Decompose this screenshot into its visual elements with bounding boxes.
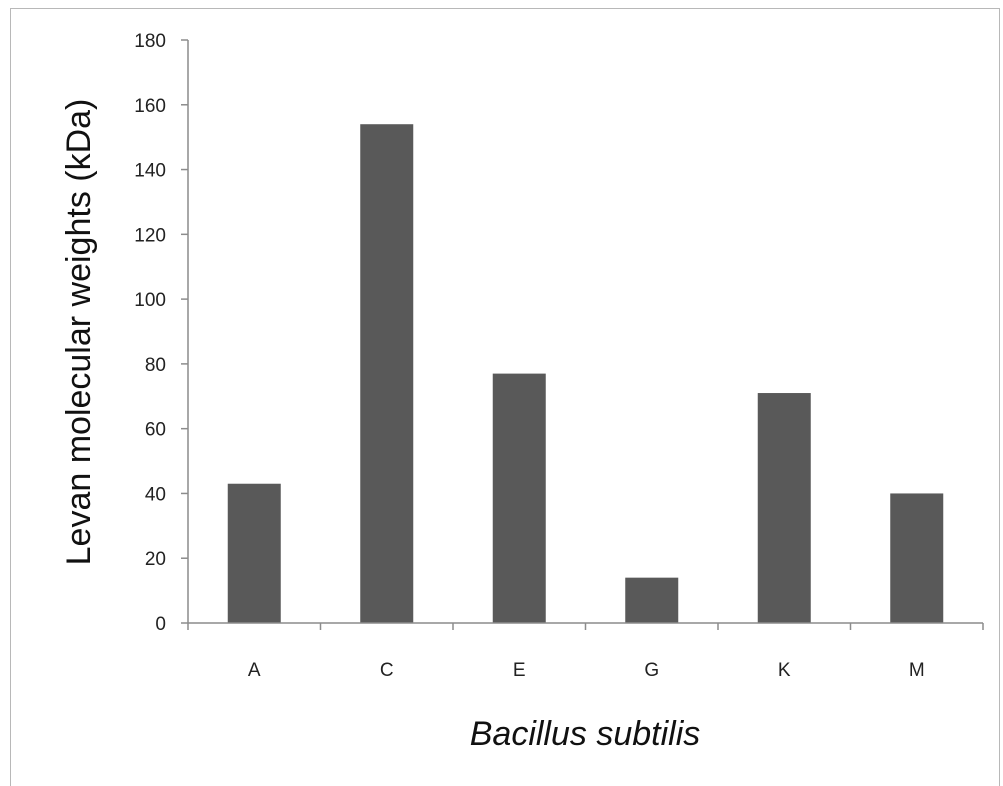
x-category-label: C xyxy=(380,660,394,681)
y-axis-title: Levan molecular weights (kDa) xyxy=(60,99,98,566)
x-axis-title: Bacillus subtilis xyxy=(470,715,701,753)
y-tick-label: 60 xyxy=(145,420,166,441)
x-category-label: G xyxy=(644,660,659,681)
y-tick-label: 20 xyxy=(145,549,166,570)
y-axis-tick-labels: 0 20 40 60 80 100 120 140 160 180 xyxy=(134,31,166,635)
bar-m xyxy=(890,493,944,623)
y-tick-label: 40 xyxy=(145,484,166,505)
bar-e xyxy=(492,373,546,623)
y-tick-label: 160 xyxy=(134,96,166,117)
x-category-label: M xyxy=(909,660,925,681)
bar-c xyxy=(360,124,414,623)
chart-frame xyxy=(10,8,1000,786)
y-tick-label: 140 xyxy=(134,161,166,182)
y-tick-label: 120 xyxy=(134,225,166,246)
y-tick-label: 80 xyxy=(145,355,166,376)
y-tick-label: 0 xyxy=(155,614,166,635)
y-tick-label: 180 xyxy=(134,31,166,52)
x-category-label: K xyxy=(778,660,791,681)
bars xyxy=(227,124,944,623)
y-axis-ticks xyxy=(181,39,188,624)
y-tick-label: 100 xyxy=(134,290,166,311)
x-category-label: E xyxy=(513,660,526,681)
bar-k xyxy=(757,393,811,623)
bar-a xyxy=(227,483,281,623)
x-axis-ticks xyxy=(187,623,984,630)
bar-g xyxy=(625,577,679,623)
x-category-label: A xyxy=(248,660,261,681)
